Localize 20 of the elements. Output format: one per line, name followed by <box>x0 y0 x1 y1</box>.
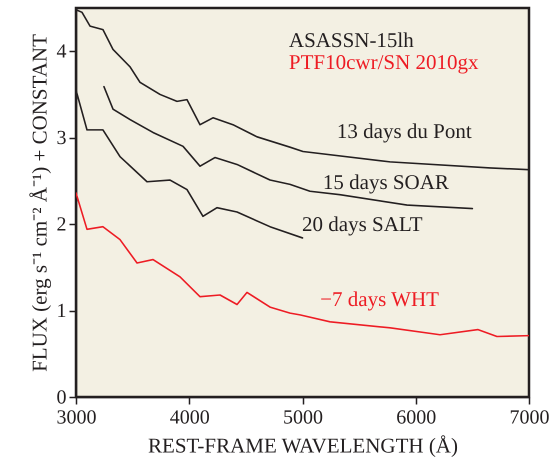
series-label: 20 days SALT <box>302 212 423 236</box>
x-tick-label: 4000 <box>170 406 210 428</box>
y-tick-label: 0 <box>56 386 66 408</box>
series-label: 13 days du Pont <box>336 119 472 144</box>
x-tick-label: 6000 <box>396 406 436 428</box>
series-label: 15 days SOAR <box>322 170 449 194</box>
y-tick-label: 4 <box>56 40 66 63</box>
line-series <box>76 192 529 338</box>
x-tick-label: 7000 <box>510 406 550 428</box>
line-series <box>103 86 474 210</box>
y-tick-label: 1 <box>56 300 66 322</box>
x-tick-label: 5000 <box>283 406 323 428</box>
series-label: −7 days WHT <box>320 286 440 311</box>
y-tick-label: 2 <box>56 214 66 236</box>
annotation: PTF10cwr/SN 2010gx <box>288 50 480 74</box>
y-axis-title: FLUX (erg s⁻¹ cm⁻² Å⁻¹) + CONSTANT <box>28 34 52 372</box>
annotation: ASASSN-15lh <box>288 28 414 52</box>
x-axis-title: REST-FRAME WAVELENGTH (Å) <box>148 434 458 458</box>
x-tick-label: 3000 <box>56 406 96 428</box>
y-tick-label: 3 <box>56 127 66 150</box>
